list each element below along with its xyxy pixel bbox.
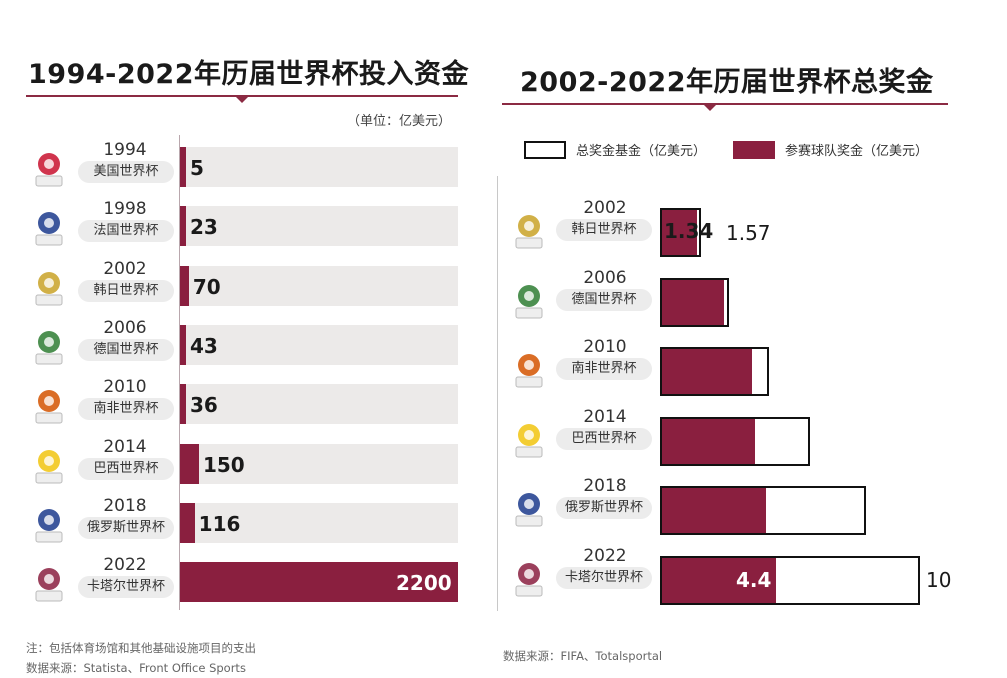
right-year-label: 2002 <box>583 198 627 218</box>
left-host-label: 美国世界杯 <box>78 161 174 183</box>
team-prize-bar <box>662 418 756 464</box>
left-year-label: 1998 <box>103 199 147 220</box>
left-bar-value: 70 <box>192 274 221 299</box>
total-prize-value-2022: 10 <box>926 568 952 592</box>
legend-total-swatch <box>524 140 566 159</box>
brazil14-logo <box>30 445 68 487</box>
germany06-logo <box>510 280 548 322</box>
left-host-label: 卡塔尔世界杯 <box>78 576 174 599</box>
left-host-label: 巴西世界杯 <box>78 457 174 480</box>
total-prize-bar <box>660 208 701 257</box>
left-bar-track <box>180 265 458 306</box>
south-africa10-logo <box>30 385 68 427</box>
left-host-label: 韩日世界杯 <box>78 279 174 302</box>
left-bar-value: 116 <box>198 511 241 536</box>
korea-japan02-logo <box>30 267 68 309</box>
left-bar-value: 43 <box>190 333 218 358</box>
right-host-label: 巴西世界杯 <box>556 427 652 450</box>
right-year-label: 2010 <box>583 337 627 358</box>
left-bar-track <box>180 384 458 425</box>
legend-team-label: 参赛球队奖金（亿美元） <box>785 144 929 159</box>
left-bar-track <box>180 147 458 187</box>
left-host-label: 俄罗斯世界杯 <box>78 516 174 539</box>
left-bar-value: 36 <box>190 393 218 418</box>
right-axis-line <box>497 176 498 611</box>
total-prize-bar <box>660 486 866 536</box>
left-year-label: 2022 <box>103 555 147 576</box>
total-prize-bar <box>660 277 730 327</box>
left-year-label: 2002 <box>103 258 147 279</box>
total-prize-bar <box>660 556 920 605</box>
left-chart-note: 注：包括体育场馆和其他基础设施项目的支出 <box>26 641 256 655</box>
legend-total: 总奖金基金（亿美元） <box>524 140 706 159</box>
usa94-logo <box>30 148 68 190</box>
right-year-label: 2022 <box>583 546 627 566</box>
france98-logo <box>30 207 68 249</box>
russia18-logo <box>510 488 548 530</box>
left-year-label: 2018 <box>103 495 147 516</box>
right-host-label: 卡塔尔世界杯 <box>556 567 652 589</box>
left-bar-value: 150 <box>202 452 245 477</box>
left-bar-track <box>180 502 458 543</box>
left-host-label: 南非世界杯 <box>78 398 174 421</box>
qatar22-logo <box>510 558 548 600</box>
right-host-label: 韩日世界杯 <box>556 219 652 241</box>
left-bar <box>180 562 458 603</box>
team-prize-bar <box>662 349 753 395</box>
left-bar <box>180 265 189 306</box>
right-year-label: 2006 <box>583 267 627 288</box>
left-year-label: 2014 <box>103 436 147 457</box>
left-host-label: 德国世界杯 <box>78 338 174 361</box>
team-prize-bar <box>662 210 697 255</box>
total-prize-value-2002: 1.57 <box>726 221 771 245</box>
left-chart-source: 数据来源：Statista、Front Office Sports <box>26 661 246 675</box>
team-prize-value-2022: 4.4 <box>736 568 772 592</box>
left-bar-track <box>180 443 458 484</box>
russia18-logo <box>30 504 68 546</box>
left-bar-value: 5 <box>190 156 204 180</box>
unit-label: （单位：亿美元） <box>346 114 451 129</box>
total-prize-bar <box>660 347 770 397</box>
right-host-label: 俄罗斯世界杯 <box>556 497 652 520</box>
team-prize-bar <box>662 279 725 325</box>
left-host-label: 法国世界杯 <box>78 220 174 243</box>
korea-japan02-logo <box>510 210 548 252</box>
team-prize-value-2002: 1.34 <box>664 219 714 243</box>
right-host-label: 南非世界杯 <box>556 358 652 381</box>
left-bar <box>180 206 186 247</box>
brazil14-logo <box>510 419 548 461</box>
left-bar-track <box>180 324 458 365</box>
left-bar-value: 2200 <box>396 571 452 596</box>
right-year-label: 2014 <box>583 406 627 427</box>
left-bar <box>180 443 199 484</box>
total-prize-bar <box>660 416 810 466</box>
team-prize-bar <box>662 558 777 603</box>
right-chart-source: 数据来源：FIFA、Totalsportal <box>503 649 663 663</box>
left-bar-value: 23 <box>190 215 218 240</box>
qatar22-logo <box>30 563 68 605</box>
right-title-rule <box>502 103 948 105</box>
right-year-label: 2018 <box>583 476 627 497</box>
left-bar <box>180 324 186 365</box>
team-prize-bar <box>662 488 766 534</box>
right-title-notch <box>703 104 717 111</box>
legend-team-swatch <box>733 140 775 159</box>
legend-team: 参赛球队奖金（亿美元） <box>733 140 928 159</box>
legend-total-label: 总奖金基金（亿美元） <box>576 144 707 159</box>
left-bar <box>180 147 186 187</box>
left-axis-line <box>179 135 180 610</box>
left-year-label: 1994 <box>103 140 147 160</box>
left-bar-track <box>180 562 458 603</box>
germany06-logo <box>30 326 68 368</box>
south-africa10-logo <box>510 349 548 391</box>
left-year-label: 2006 <box>103 317 147 338</box>
left-title-notch <box>235 96 249 103</box>
left-bar <box>180 502 195 543</box>
right-host-label: 德国世界杯 <box>556 288 652 311</box>
right-chart-title: 2002-2022年历届世界杯总奖金 <box>520 67 934 98</box>
left-bar-track <box>180 206 458 247</box>
left-chart-title: 1994-2022年历届世界杯投入资金 <box>28 59 469 90</box>
left-bar <box>180 384 186 425</box>
left-year-label: 2010 <box>103 377 147 398</box>
